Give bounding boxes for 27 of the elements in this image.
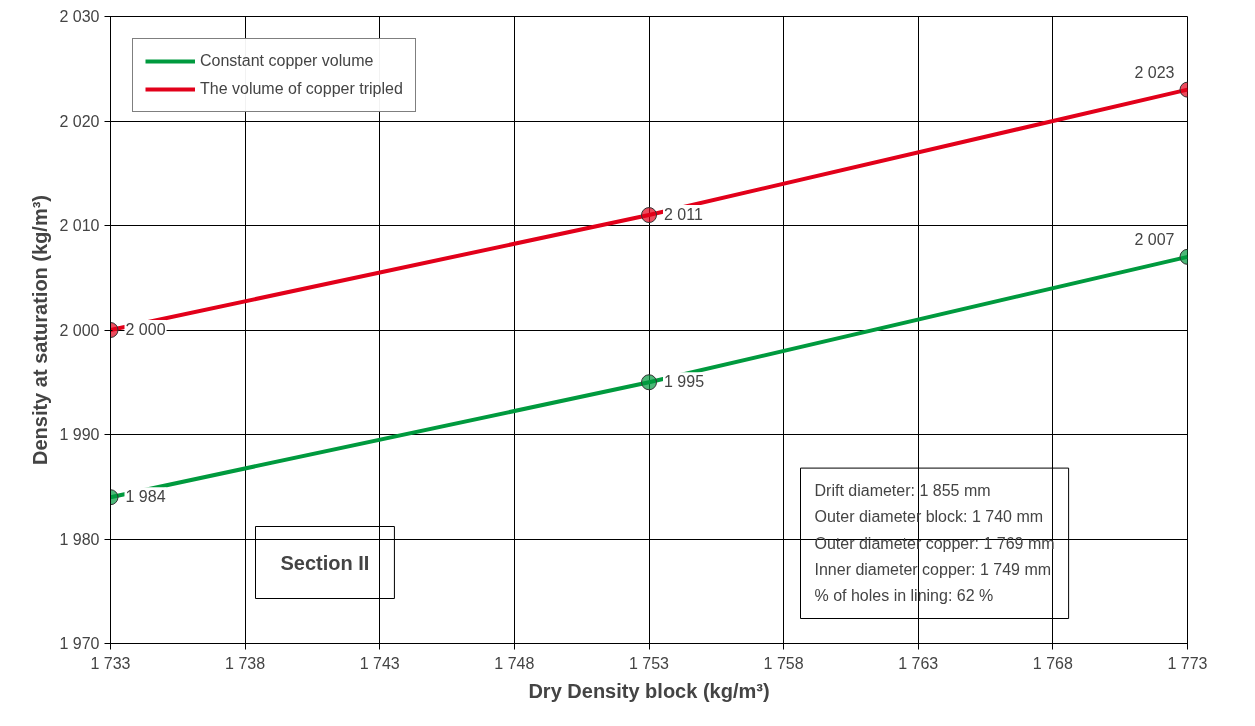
legend-label: Constant copper volume [200, 52, 374, 70]
x-tick-label: 1 773 [1167, 654, 1208, 672]
y-tick-label: 1 990 [59, 426, 100, 443]
data-label: 1 984 [125, 488, 166, 506]
y-tick-label: 2 030 [59, 8, 100, 25]
x-tick-label: 1 753 [628, 654, 670, 672]
y-tick-label: 2 000 [59, 321, 100, 339]
x-tick-label: 1 738 [225, 654, 266, 672]
x-tick-label: 1 768 [1032, 654, 1073, 672]
x-tick-label: 1 733 [90, 654, 131, 672]
y-axis-title: Density at saturation (kg/m³) [29, 194, 52, 466]
data-label: 2 011 [664, 206, 703, 224]
x-axis-title: Dry Density block (kg/m³) [528, 679, 770, 702]
data-label: 2 000 [125, 321, 166, 338]
x-tick-label: 1 763 [898, 654, 939, 672]
data-label: 2 007 [1134, 230, 1175, 248]
x-tick-label: 1 748 [494, 654, 535, 672]
y-tick-label: 2 010 [59, 217, 100, 234]
x-tick-label: 1 758 [763, 654, 804, 672]
y-tick-label: 1 980 [59, 530, 100, 548]
annotation: Section II [280, 551, 370, 574]
data-label: 2 023 [1134, 63, 1175, 81]
x-tick-label: 1 743 [359, 654, 400, 672]
legend-label: The volume of copper tripled [200, 80, 403, 98]
y-tick-label: 1 970 [59, 635, 100, 652]
data-label: 1 995 [664, 373, 705, 391]
y-tick-label: 2 020 [59, 112, 100, 130]
